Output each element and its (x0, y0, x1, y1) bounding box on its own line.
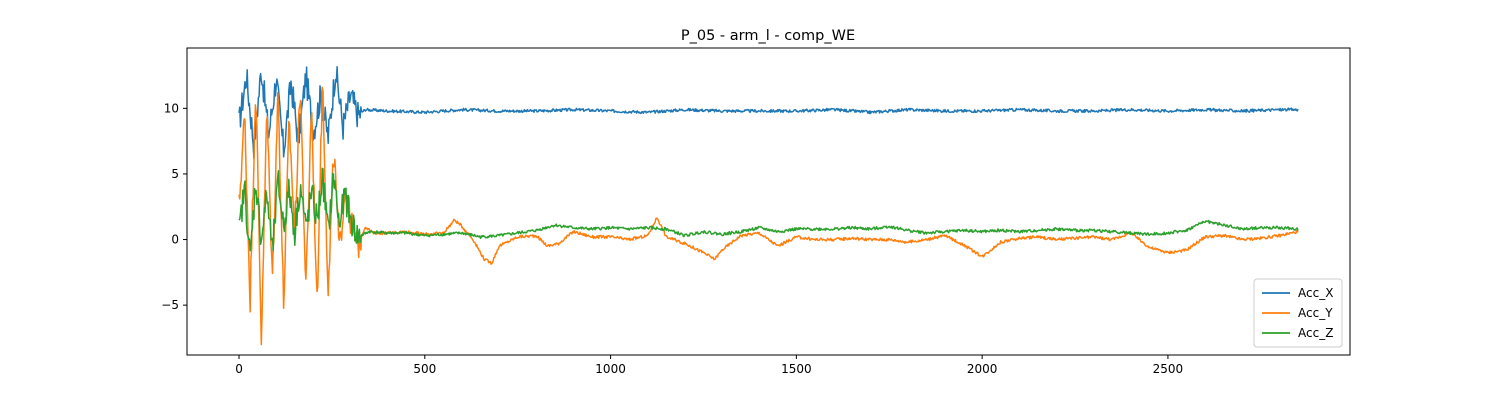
y-tick-label: 0 (171, 233, 179, 247)
x-tick-label: 2000 (967, 362, 998, 376)
x-tick-label: 500 (413, 362, 436, 376)
x-axis: 0 500 1000 1500 2000 2500 (235, 355, 1183, 376)
y-tick-label: −5 (161, 298, 179, 312)
x-tick-label: 1000 (595, 362, 626, 376)
legend-label: Acc_X (1298, 286, 1333, 300)
series-line-acc-y (238, 86, 1299, 346)
series-line-acc-x (238, 65, 1299, 160)
plot-frame (186, 47, 1351, 356)
x-tick-label: 1500 (781, 362, 812, 376)
x-tick-label: 0 (235, 362, 243, 376)
legend-label: Acc_Y (1298, 306, 1333, 320)
x-tick-label: 2500 (1153, 362, 1184, 376)
legend: Acc_X Acc_Y Acc_Z (1253, 278, 1343, 348)
y-tick-label: 10 (164, 101, 179, 115)
legend-label: Acc_Z (1298, 326, 1333, 340)
y-tick-label: 5 (171, 167, 179, 181)
chart-title: P_05 - arm_l - comp_WE (681, 28, 855, 44)
legend-box (1253, 278, 1343, 348)
series-line-acc-z (238, 167, 1299, 252)
y-axis: −5 0 5 10 (161, 101, 187, 312)
series-layer (238, 65, 1299, 346)
